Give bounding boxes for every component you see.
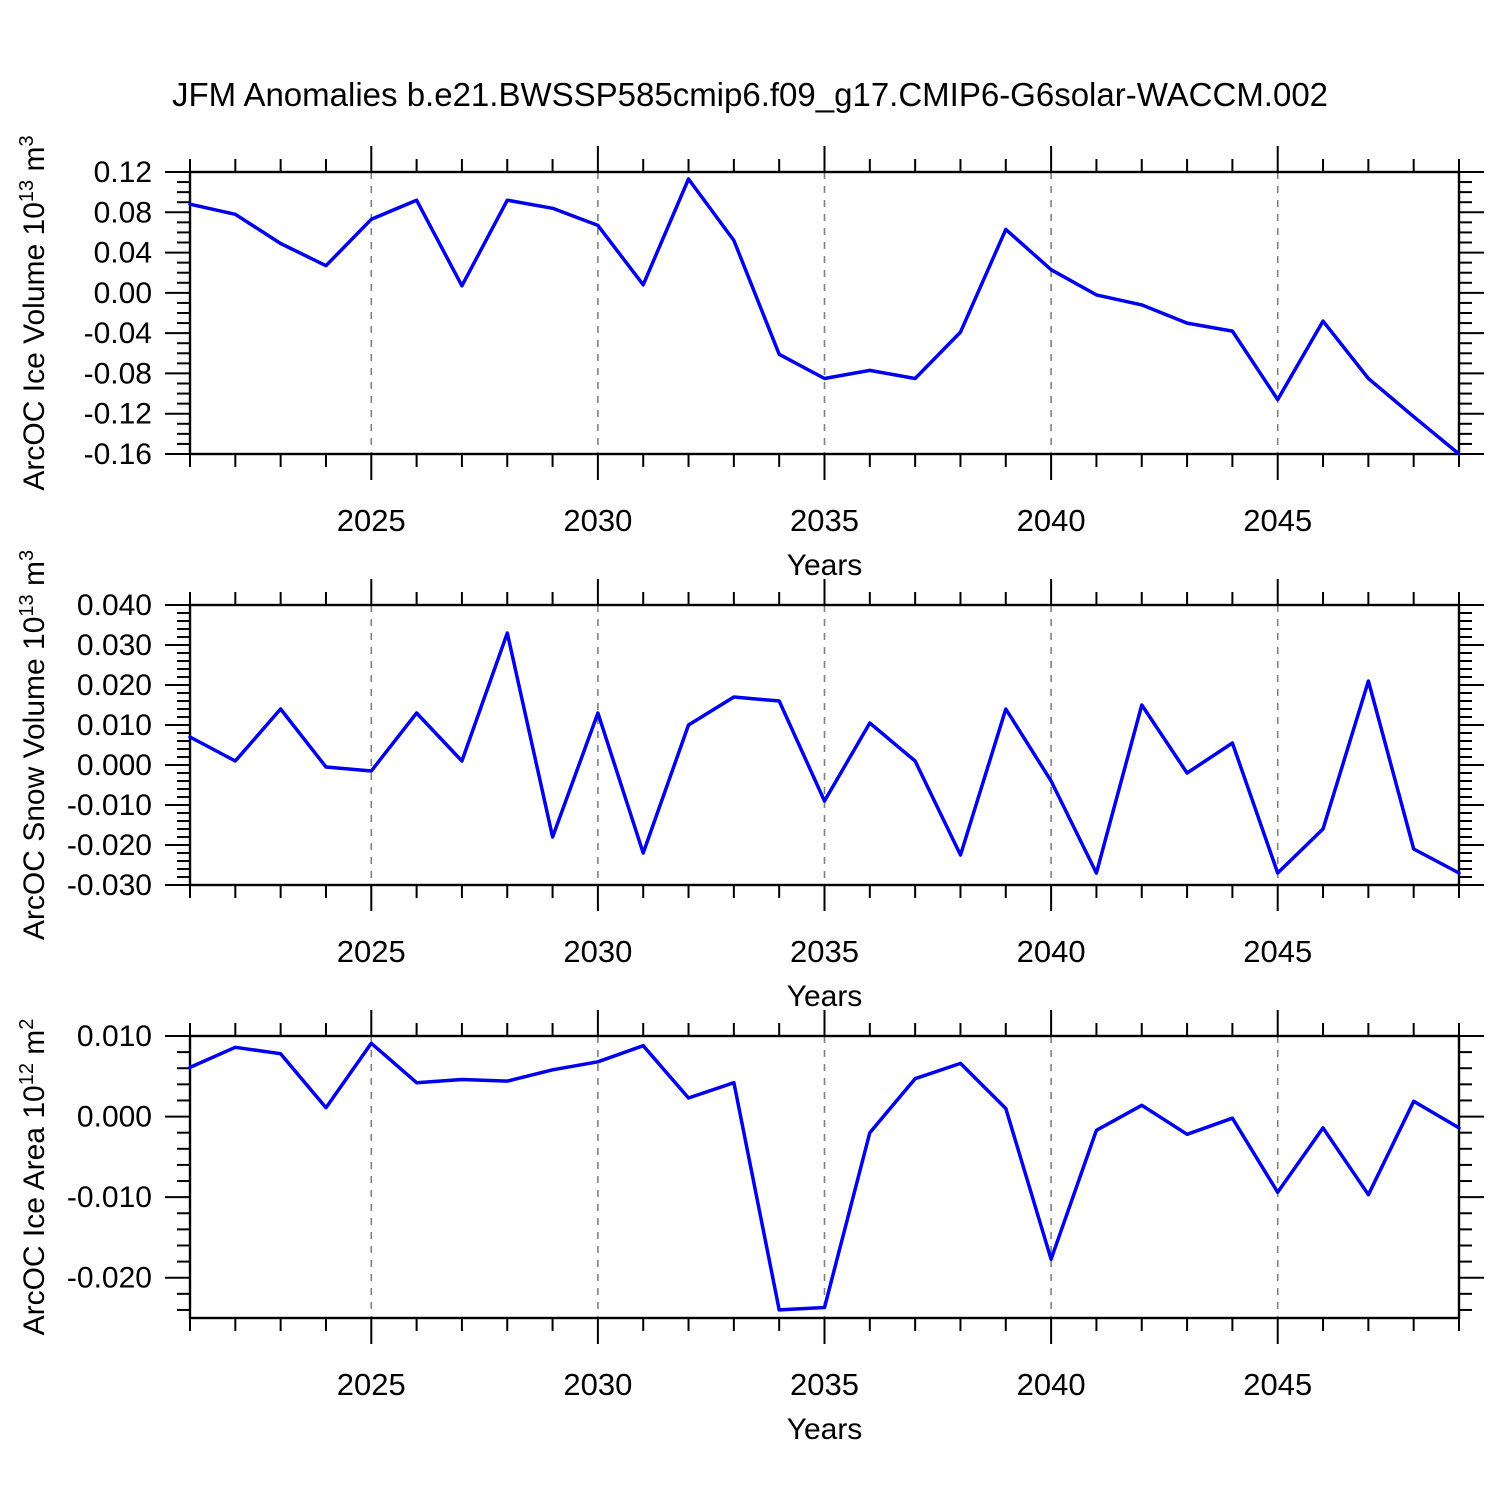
x-tick-label: 2025 <box>337 503 406 538</box>
x-tick-label: 2030 <box>563 934 632 969</box>
y-tick-label: 0.040 <box>77 589 152 622</box>
ice-volume-chart: 0.12 0.08 0.04 0.00 -0.04 -0.08 -0.12 -0.16 2025… <box>16 135 1484 582</box>
x-axis-title: Years <box>787 980 863 1013</box>
y-tick-label: -0.030 <box>67 869 152 902</box>
y-axis-title: ArcOC Ice Area 1012 m2 <box>16 1019 51 1336</box>
y-tick-label: 0.010 <box>77 709 152 742</box>
y-tick-label: -0.04 <box>84 317 152 350</box>
y-tick-label: -0.010 <box>67 1181 152 1214</box>
y-tick-label: -0.020 <box>67 1262 152 1295</box>
x-tick-label: 2040 <box>1017 934 1086 969</box>
y-tick-label: 0.010 <box>77 1020 152 1053</box>
x-tick-label: 2045 <box>1243 503 1312 538</box>
y-tick-label: 0.12 <box>94 156 152 189</box>
x-tick-label: 2040 <box>1017 503 1086 538</box>
data-line <box>188 177 1461 456</box>
x-tick-label: 2040 <box>1017 1367 1086 1402</box>
x-tick-label: 2045 <box>1243 934 1312 969</box>
y-tick-label: 0.000 <box>77 1101 152 1134</box>
y-tick-label: -0.010 <box>67 789 152 822</box>
figure-title: JFM Anomalies b.e21.BWSSP585cmip6.f09_g1… <box>171 76 1329 113</box>
y-tick-label: 0.020 <box>77 669 152 702</box>
data-line <box>188 1041 1461 1312</box>
x-axis-title: Years <box>787 1413 863 1446</box>
x-tick-label: 2025 <box>337 934 406 969</box>
ice-area-chart: 0.010 0.000 -0.010 -0.020 2025 2030 2035 2040 20… <box>16 1010 1484 1446</box>
y-tick-label: -0.08 <box>84 357 152 390</box>
x-axis-title: Years <box>787 549 863 582</box>
plot-frame <box>188 1034 1461 1320</box>
y-tick-label: -0.16 <box>84 438 152 471</box>
x-tick-label: 2035 <box>790 1367 859 1402</box>
x-tick-label: 2030 <box>563 503 632 538</box>
x-tick-label: 2035 <box>790 934 859 969</box>
y-tick-label: 0.00 <box>94 277 152 310</box>
y-tick-label: 0.030 <box>77 629 152 662</box>
x-tick-label: 2035 <box>790 503 859 538</box>
y-tick-label: -0.12 <box>84 398 152 431</box>
y-tick-label: 0.000 <box>77 749 152 782</box>
data-line <box>188 631 1461 875</box>
y-axis-title: ArcOC Snow Volume 1013 m3 <box>16 550 51 940</box>
x-tick-label: 2025 <box>337 1367 406 1402</box>
y-axis-title: ArcOC Ice Volume 1013 m3 <box>16 135 51 490</box>
snow-volume-chart: 0.040 0.030 0.020 0.010 0.000 -0.010 -0.020 -0.… <box>16 550 1484 1013</box>
y-tick-label: 0.08 <box>94 196 152 229</box>
y-tick-label: -0.020 <box>67 829 152 862</box>
x-tick-label: 2045 <box>1243 1367 1312 1402</box>
y-tick-label: 0.04 <box>94 237 152 270</box>
plot-frame <box>188 170 1461 456</box>
plot-frame <box>188 603 1461 887</box>
x-tick-label: 2030 <box>563 1367 632 1402</box>
